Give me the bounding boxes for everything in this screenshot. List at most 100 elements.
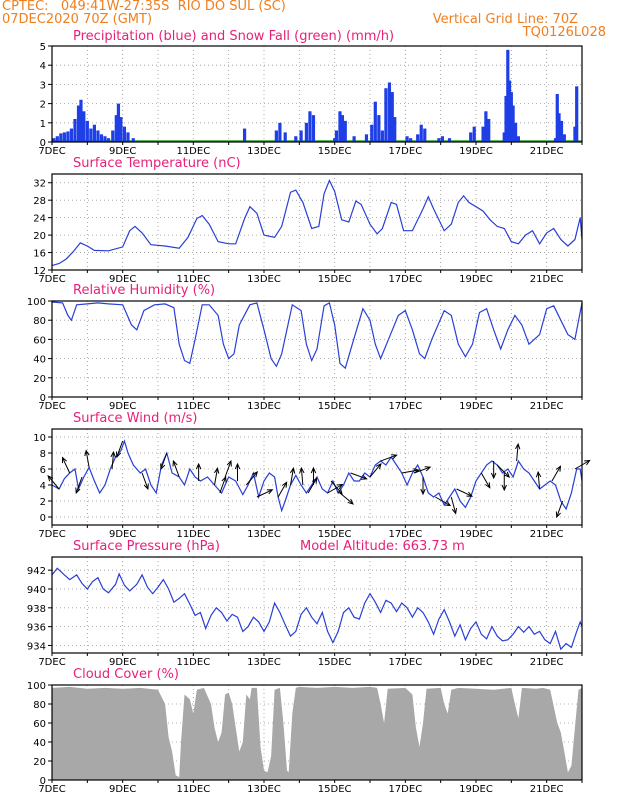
precip-bar (338, 111, 342, 142)
wind-arrow-head (310, 466, 317, 474)
precip-bar (278, 122, 282, 142)
wind-arrow (111, 452, 115, 470)
wind-arrow (516, 444, 519, 462)
wind-arrow-head (84, 449, 90, 457)
precip-bar (126, 132, 130, 142)
x-tick-label: 15DEC (318, 657, 352, 668)
temp-title: Surface Temperature (nC) (73, 156, 241, 171)
x-tick-label: 11DEC (176, 146, 210, 157)
y-tick-label: 5 (40, 42, 46, 53)
y-tick-label: 32 (33, 179, 46, 190)
y-tick-label: 942 (27, 566, 46, 577)
y-tick-label: 2 (40, 100, 46, 111)
precip-bar (106, 138, 111, 142)
y-tick-label: 100 (27, 297, 46, 308)
y-tick-label: 24 (33, 214, 46, 225)
y-tick-label: 60 (33, 719, 46, 730)
wind-arrow-head (289, 467, 296, 474)
wind-arrow (219, 476, 227, 494)
x-tick-label: 15DEC (318, 401, 352, 412)
y-tick-label: 0 (40, 138, 46, 149)
precip-bar (559, 120, 564, 142)
wind-arrow-head (336, 488, 343, 495)
wind-arrow-head (555, 465, 562, 472)
precip-bar (484, 111, 488, 142)
precip-bar (507, 80, 512, 142)
y-tick-label: 20 (33, 757, 46, 768)
precip-bar (52, 138, 56, 142)
x-tick-label: 11DEC (176, 529, 210, 540)
precip-bar (423, 128, 427, 142)
y-tick-label: 2 (40, 497, 46, 508)
precip-bar (555, 94, 559, 142)
precip-bar (447, 138, 452, 142)
wind-arrow (300, 468, 304, 486)
precip-bar (557, 113, 561, 142)
precip-bar (553, 138, 558, 142)
cloud-title: Cloud Cover (%) (73, 667, 179, 682)
wind-arrow (380, 454, 397, 462)
wind-arrow-head (375, 463, 382, 470)
wind-arrow-head (252, 471, 259, 478)
wind-arrow (413, 466, 431, 474)
wind-arrow-head (281, 481, 288, 488)
precip-bar (387, 82, 392, 142)
x-tick-label: 21DEC (530, 146, 564, 157)
precip-bar (76, 105, 81, 142)
wind-arrow (307, 478, 318, 494)
x-tick-label: 13DEC (247, 401, 281, 412)
x-tick-label: 13DEC (247, 657, 281, 668)
wind-arrow-head (213, 467, 220, 474)
precip-bar (364, 134, 369, 142)
wind-arrow-head (226, 459, 232, 467)
y-tick-label: 3 (40, 80, 46, 91)
wind-arrow (450, 496, 457, 514)
wind-arrow (350, 472, 367, 480)
y-tick-label: 8 (40, 449, 46, 460)
wind-arrow-head (391, 454, 398, 460)
x-tick-label: 13DEC (247, 529, 281, 540)
precip-bar (66, 131, 70, 142)
x-tick-label: 7DEC (38, 657, 65, 668)
x-tick-label: 21DEC (530, 529, 564, 540)
precip-bar (487, 118, 491, 142)
wind-arrow-head (420, 488, 426, 496)
precip-bar (472, 126, 476, 142)
wind-arrow (401, 469, 419, 474)
wind-arrow (160, 452, 168, 470)
x-tick-label: 9DEC (109, 784, 136, 795)
precip-bar (79, 99, 83, 142)
wind-arrow (551, 466, 561, 482)
precip-bar (62, 132, 66, 142)
wind-arrow (290, 468, 294, 486)
wind-arrow-head (451, 507, 458, 515)
precip-bar (390, 92, 394, 142)
precip-bar (481, 126, 485, 142)
wind-arrow-head (61, 456, 67, 464)
wind-arrow (214, 468, 218, 486)
x-tick-label: 17DEC (388, 784, 422, 795)
x-tick-label: 17DEC (388, 529, 422, 540)
y-tick-label: 4 (40, 481, 46, 492)
precip-bar (384, 88, 388, 142)
precip-bar (333, 138, 337, 142)
panel-frame (51, 300, 583, 398)
precip-bar (311, 115, 316, 142)
wind-arrow-head (115, 451, 122, 459)
y-tick-label: 40 (33, 738, 46, 749)
precip-bar (304, 122, 308, 142)
wind-arrow (256, 489, 273, 498)
y-tick-label: 80 (33, 700, 46, 711)
y-tick-label: 10 (33, 433, 46, 444)
x-tick-label: 17DEC (388, 401, 422, 412)
y-tick-label: 12 (33, 266, 46, 277)
wind-arrow-head (444, 500, 452, 507)
wind-arrow-head (234, 462, 241, 470)
pressure-title: Surface Pressure (hPa) (73, 539, 220, 554)
precip-bar (437, 138, 441, 142)
precip-bar (55, 136, 59, 142)
x-tick-label: 21DEC (530, 784, 564, 795)
precip-bar (393, 117, 397, 142)
x-tick-label: 7DEC (38, 784, 65, 795)
